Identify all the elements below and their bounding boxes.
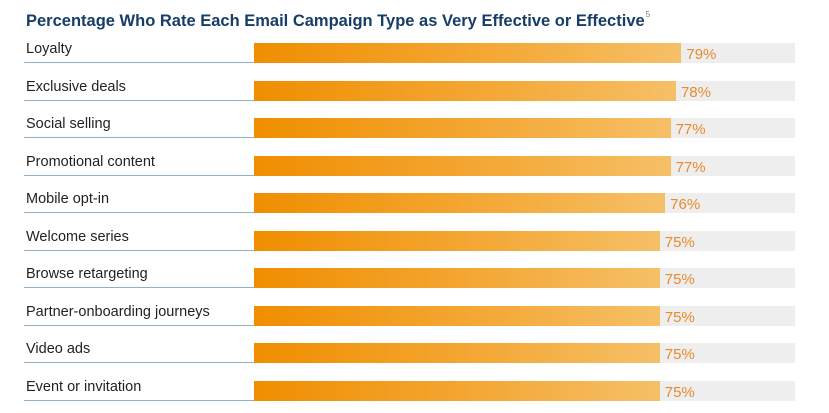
- label-underline: [24, 362, 254, 363]
- bar: [254, 155, 671, 176]
- bar-track: 77%: [254, 118, 795, 138]
- label-underline: [24, 287, 254, 288]
- bar-row: Mobile opt-in 76%: [0, 187, 829, 225]
- bar-row: Event or invitation 75%: [0, 375, 829, 413]
- bar: [254, 380, 660, 401]
- bar-track: 78%: [254, 80, 795, 101]
- value-label: 76%: [670, 196, 701, 213]
- bar-track: 76%: [254, 193, 795, 213]
- category-label: Video ads: [26, 341, 91, 357]
- value-label: 75%: [664, 383, 695, 401]
- value-label: 75%: [664, 271, 695, 288]
- category-label: Loyalty: [26, 41, 72, 57]
- label-underline: [24, 399, 254, 401]
- bar-row: Loyalty 79%: [0, 37, 829, 75]
- bar: [254, 80, 676, 101]
- bar: [254, 118, 671, 138]
- value-label: 75%: [664, 308, 695, 326]
- label-underline: [24, 62, 254, 63]
- bar-track: 79%: [254, 43, 795, 63]
- bar-track: 75%: [254, 380, 795, 401]
- label-underline: [24, 99, 254, 101]
- label-underline: [24, 174, 254, 176]
- bar: [254, 230, 660, 251]
- bar-track: 75%: [254, 343, 795, 363]
- value-label: 75%: [664, 346, 695, 363]
- category-label: Promotional content: [26, 153, 155, 170]
- bar-row: Video ads 75%: [0, 337, 829, 375]
- bar: [254, 193, 666, 213]
- title-footnote: 5: [645, 10, 651, 19]
- label-underline: [24, 212, 254, 213]
- category-label: Browse retargeting: [26, 266, 148, 282]
- bar-row: Social selling 77%: [0, 112, 829, 150]
- bar-track: 75%: [254, 305, 795, 326]
- value-label: 75%: [664, 233, 695, 251]
- bar: [254, 268, 660, 288]
- category-label: Event or invitation: [26, 378, 142, 395]
- label-underline: [24, 137, 254, 138]
- bar: [254, 43, 682, 63]
- chart-title-text: Percentage Who Rate Each Email Campaign …: [26, 12, 645, 30]
- bar-row: Browse retargeting 75%: [0, 262, 829, 300]
- bar-track: 77%: [254, 155, 795, 176]
- bar: [254, 343, 660, 363]
- value-label: 77%: [675, 121, 706, 138]
- label-underline: [24, 249, 254, 251]
- bar-track: 75%: [254, 230, 795, 251]
- value-label: 79%: [686, 46, 717, 63]
- chart-title: Percentage Who Rate Each Email Campaign …: [26, 10, 650, 31]
- bar-row: Welcome series 75%: [0, 225, 829, 263]
- value-label: 78%: [680, 83, 711, 101]
- bar: [254, 305, 660, 326]
- bar-row: Partner-onboarding journeys 75%: [0, 300, 829, 338]
- category-label: Partner-onboarding journeys: [26, 303, 210, 320]
- value-label: 77%: [675, 158, 706, 176]
- category-label: Exclusive deals: [26, 78, 126, 95]
- bar-row: Exclusive deals 78%: [0, 75, 829, 113]
- category-label: Mobile opt-in: [26, 191, 110, 207]
- category-label: Social selling: [26, 116, 111, 132]
- category-label: Welcome series: [26, 228, 129, 245]
- bar-row: Promotional content 77%: [0, 150, 829, 188]
- label-underline: [24, 324, 254, 326]
- bar-track: 75%: [254, 268, 795, 288]
